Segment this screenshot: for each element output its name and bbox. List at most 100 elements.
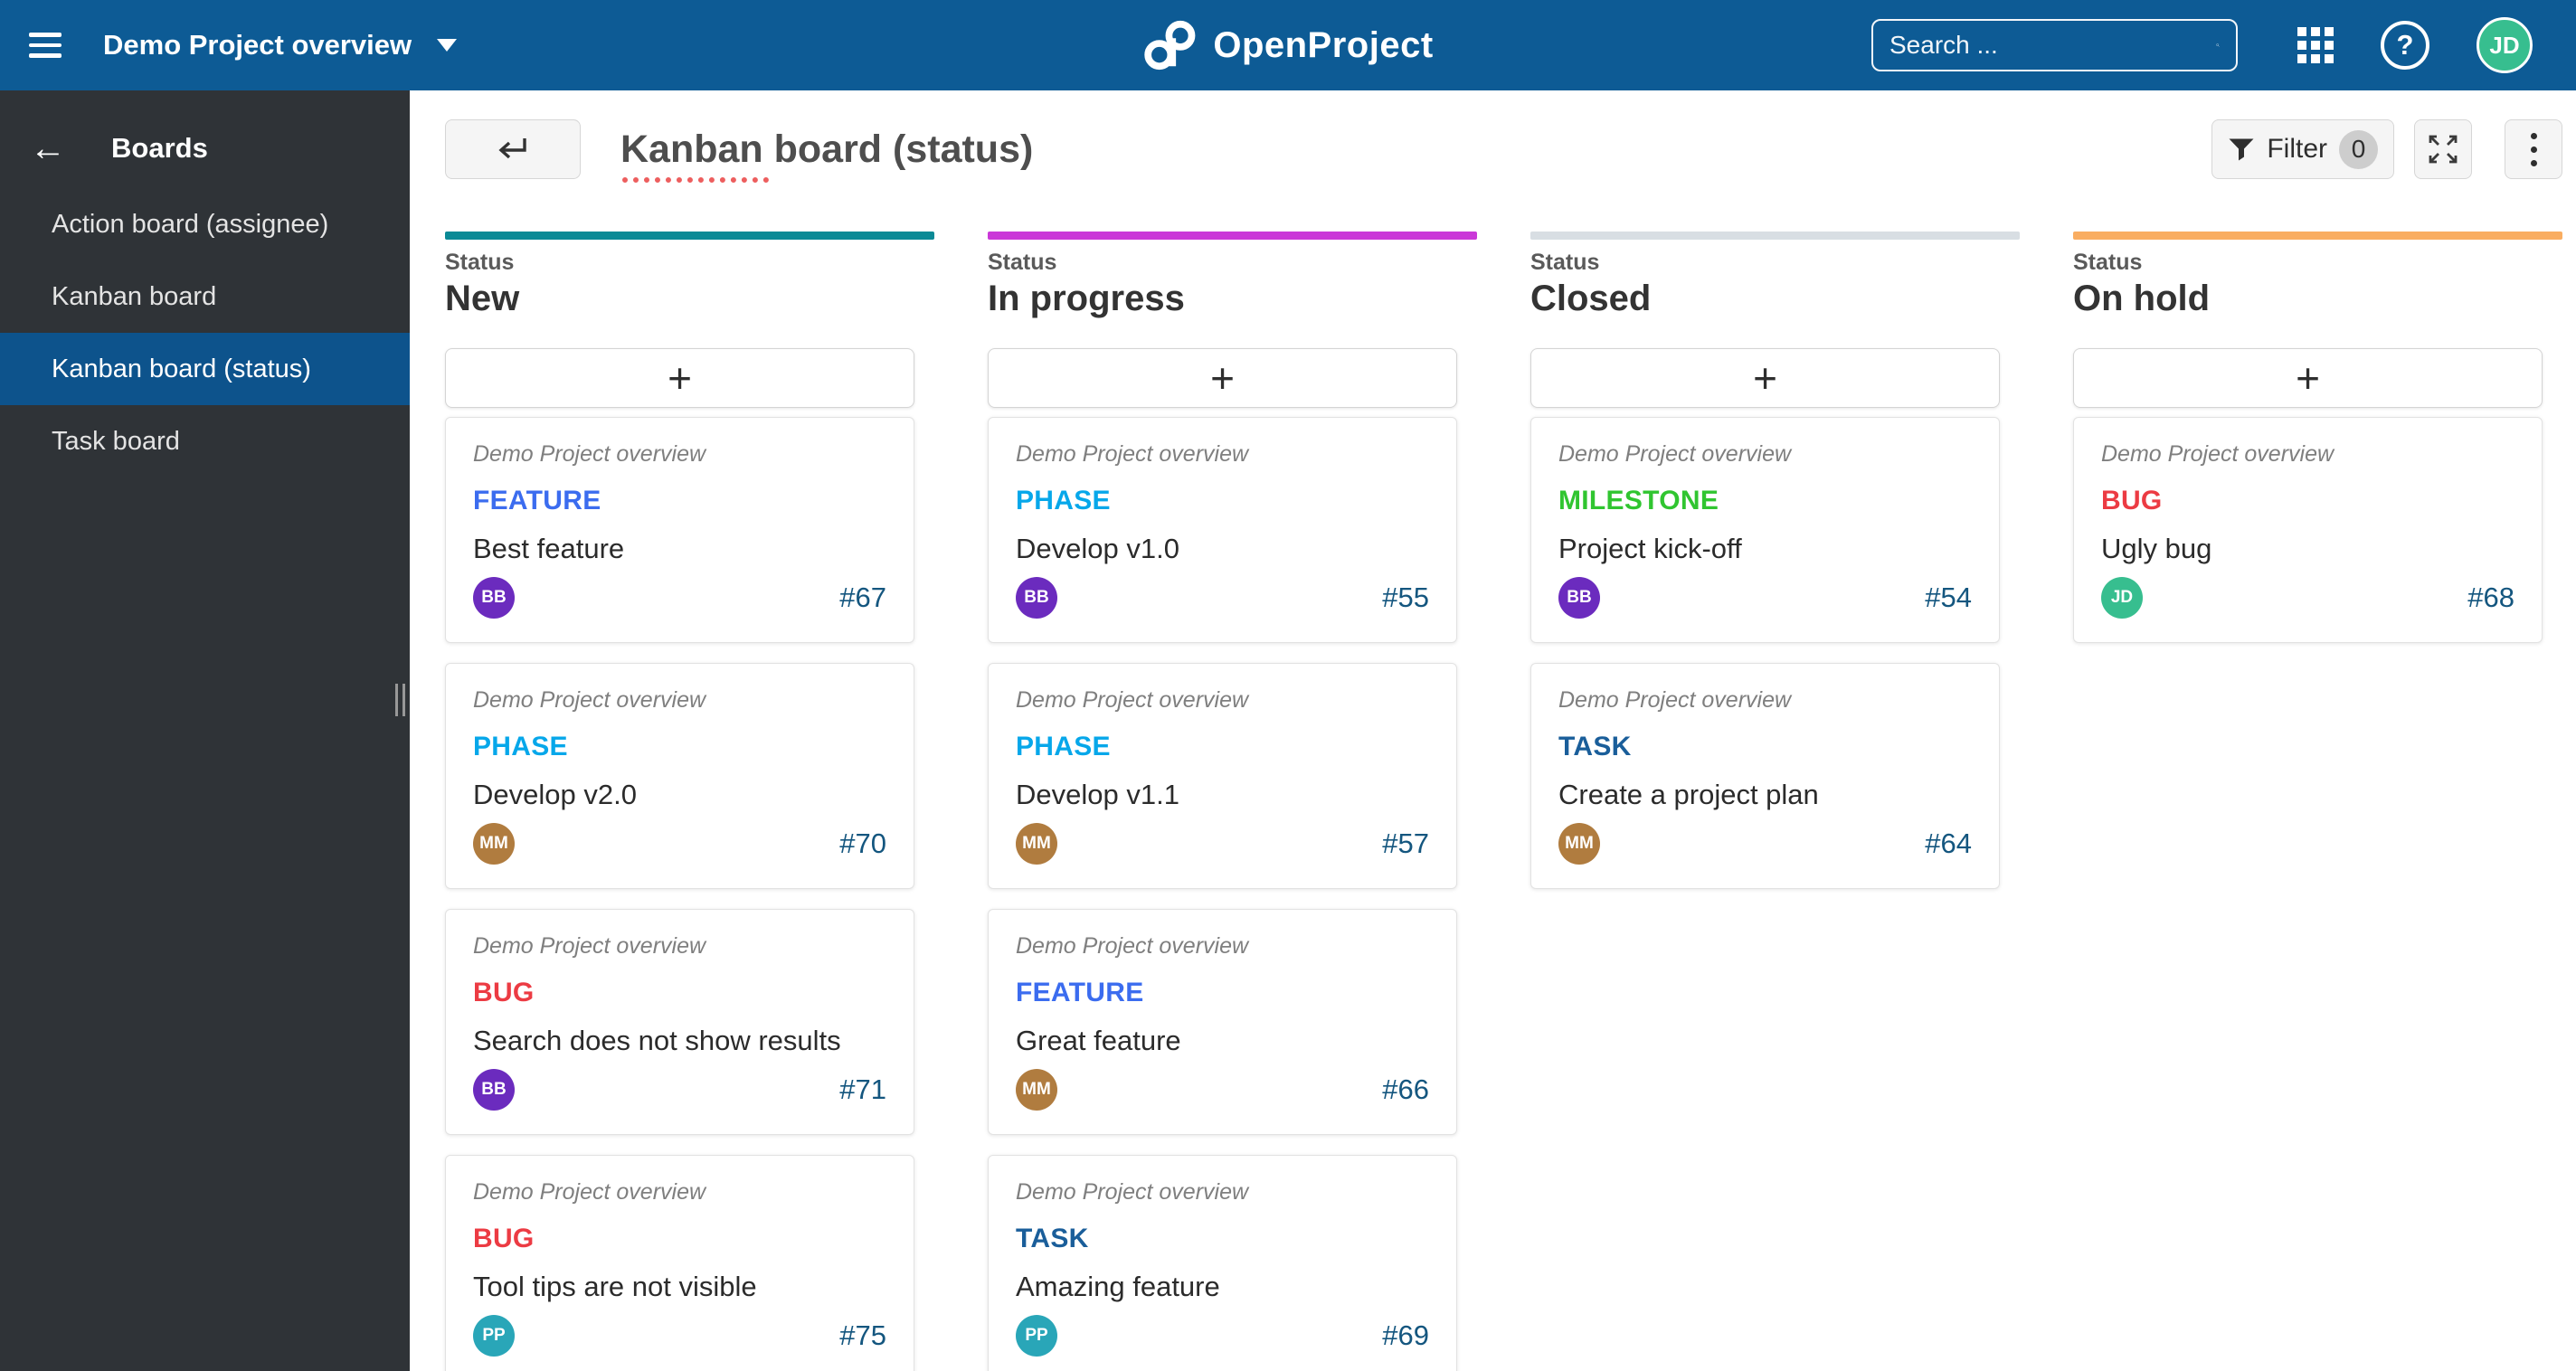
work-package-card[interactable]: Demo Project overview FEATURE Best featu… [445,417,914,643]
card-project-name: Demo Project overview [1016,1179,1249,1205]
kebab-dot [2530,132,2537,139]
assignee-avatar[interactable]: MM [1016,823,1057,865]
card-footer: BB #54 [1558,577,1972,619]
assignee-avatar[interactable]: BB [1558,577,1600,619]
card-footer: BB #71 [473,1069,886,1111]
help-icon[interactable]: ? [2381,21,2429,70]
assignee-avatar[interactable]: BB [1016,577,1057,619]
plus-icon: + [2296,355,2320,402]
top-bar-right: ? JD [1871,17,2533,73]
card-project-name: Demo Project overview [1558,687,1792,713]
card-type-label: PHASE [1016,732,1111,761]
work-package-card[interactable]: Demo Project overview TASK Amazing featu… [988,1155,1457,1371]
card-list: Demo Project overview FEATURE Best featu… [445,417,934,1371]
fullscreen-button[interactable] [2414,119,2472,179]
plus-icon: + [668,355,692,402]
plus-icon: + [1753,355,1777,402]
card-project-name: Demo Project overview [1016,441,1249,467]
assignee-avatar[interactable]: BB [473,577,515,619]
card-id[interactable]: #67 [839,581,886,613]
openproject-logo[interactable]: OpenProject [1142,0,1433,90]
add-card-button[interactable]: + [1530,348,2000,408]
page-title[interactable]: Kanban board (status) [620,127,1034,171]
kebab-dot [2530,159,2537,166]
assignee-avatar[interactable]: JD [2101,577,2143,619]
card-footer: MM #70 [473,823,886,865]
assignee-avatar[interactable]: MM [1558,823,1600,865]
card-type-label: TASK [1016,1224,1089,1253]
work-package-card[interactable]: Demo Project overview FEATURE Great feat… [988,909,1457,1135]
card-footer: MM #66 [1016,1069,1429,1111]
work-package-card[interactable]: Demo Project overview BUG Tool tips are … [445,1155,914,1371]
board-column: Status On hold + Demo Project overview B… [2073,232,2562,1371]
sidebar-header: ← Boards [0,130,410,166]
work-package-card[interactable]: Demo Project overview MILESTONE Project … [1530,417,2000,643]
sidebar-menu: Action board (assignee) Kanban board Kan… [0,188,410,477]
card-type-label: FEATURE [473,486,601,515]
assignee-avatar[interactable]: PP [1016,1315,1057,1357]
top-bar: Demo Project overview OpenProject ? JD [0,0,2576,90]
card-id[interactable]: #64 [1925,827,1972,859]
assignee-avatar[interactable]: BB [473,1069,515,1111]
add-card-button[interactable]: + [445,348,914,408]
sidebar-item[interactable]: Action board (assignee) [0,188,410,260]
card-id[interactable]: #55 [1382,581,1429,613]
add-card-button[interactable]: + [2073,348,2543,408]
work-package-card[interactable]: Demo Project overview PHASE Develop v1.0… [988,417,1457,643]
menu-icon[interactable] [29,33,62,58]
back-arrow-icon[interactable]: ← [30,128,66,168]
fullscreen-expand-icon [2429,135,2458,164]
card-list: Demo Project overview PHASE Develop v1.0… [988,417,1477,1371]
work-package-card[interactable]: Demo Project overview PHASE Develop v1.1… [988,663,1457,889]
card-id[interactable]: #75 [839,1319,886,1351]
modules-grid-icon[interactable] [2297,27,2334,63]
search-input[interactable] [1889,31,2216,60]
card-footer: BB #67 [473,577,886,619]
back-button[interactable] [445,119,581,179]
card-id[interactable]: #68 [2467,581,2514,613]
sidebar-resize-handle[interactable] [395,684,405,716]
main-content: Kanban board (status) Filter 0 [410,90,2576,1371]
card-list: Demo Project overview BUG Ugly bug JD #6… [2073,417,2562,643]
card-id[interactable]: #71 [839,1073,886,1105]
card-footer: PP #69 [1016,1315,1429,1357]
board-column: Status Closed + Demo Project overview MI… [1530,232,2020,1371]
sidebar-item-label: Task board [52,426,180,456]
card-footer: MM #57 [1016,823,1429,865]
card-footer: BB #55 [1016,577,1429,619]
column-title: On hold [2073,279,2211,318]
card-id[interactable]: #70 [839,827,886,859]
card-project-name: Demo Project overview [1016,687,1249,713]
work-package-card[interactable]: Demo Project overview BUG Search does no… [445,909,914,1135]
work-package-card[interactable]: Demo Project overview TASK Create a proj… [1530,663,2000,889]
column-color-bar [1530,232,2020,240]
assignee-avatar[interactable]: PP [473,1315,515,1357]
project-selector-label: Demo Project overview [103,29,412,61]
column-color-bar [2073,232,2562,240]
card-id[interactable]: #57 [1382,827,1429,859]
sidebar-item[interactable]: Task board [0,405,410,477]
assignee-avatar[interactable]: MM [1016,1069,1057,1111]
more-options-button[interactable] [2505,119,2562,179]
project-selector[interactable]: Demo Project overview [103,29,458,61]
help-glyph: ? [2396,29,2414,61]
search-box[interactable] [1871,19,2238,71]
sidebar-item[interactable]: Kanban board (status) [0,333,410,405]
card-type-label: TASK [1558,732,1632,761]
card-project-name: Demo Project overview [473,1179,706,1205]
card-id[interactable]: #69 [1382,1319,1429,1351]
sidebar-item[interactable]: Kanban board [0,260,410,333]
user-avatar[interactable]: JD [2477,17,2533,73]
sidebar-item-label: Kanban board [52,281,217,311]
editable-title-underline [622,176,769,183]
card-footer: PP #75 [473,1315,886,1357]
sidebar-title: Boards [111,132,208,164]
column-title: In progress [988,279,1185,318]
card-id[interactable]: #66 [1382,1073,1429,1105]
card-id[interactable]: #54 [1925,581,1972,613]
filter-button[interactable]: Filter 0 [2211,119,2394,179]
work-package-card[interactable]: Demo Project overview PHASE Develop v2.0… [445,663,914,889]
work-package-card[interactable]: Demo Project overview BUG Ugly bug JD #6… [2073,417,2543,643]
assignee-avatar[interactable]: MM [473,823,515,865]
add-card-button[interactable]: + [988,348,1457,408]
